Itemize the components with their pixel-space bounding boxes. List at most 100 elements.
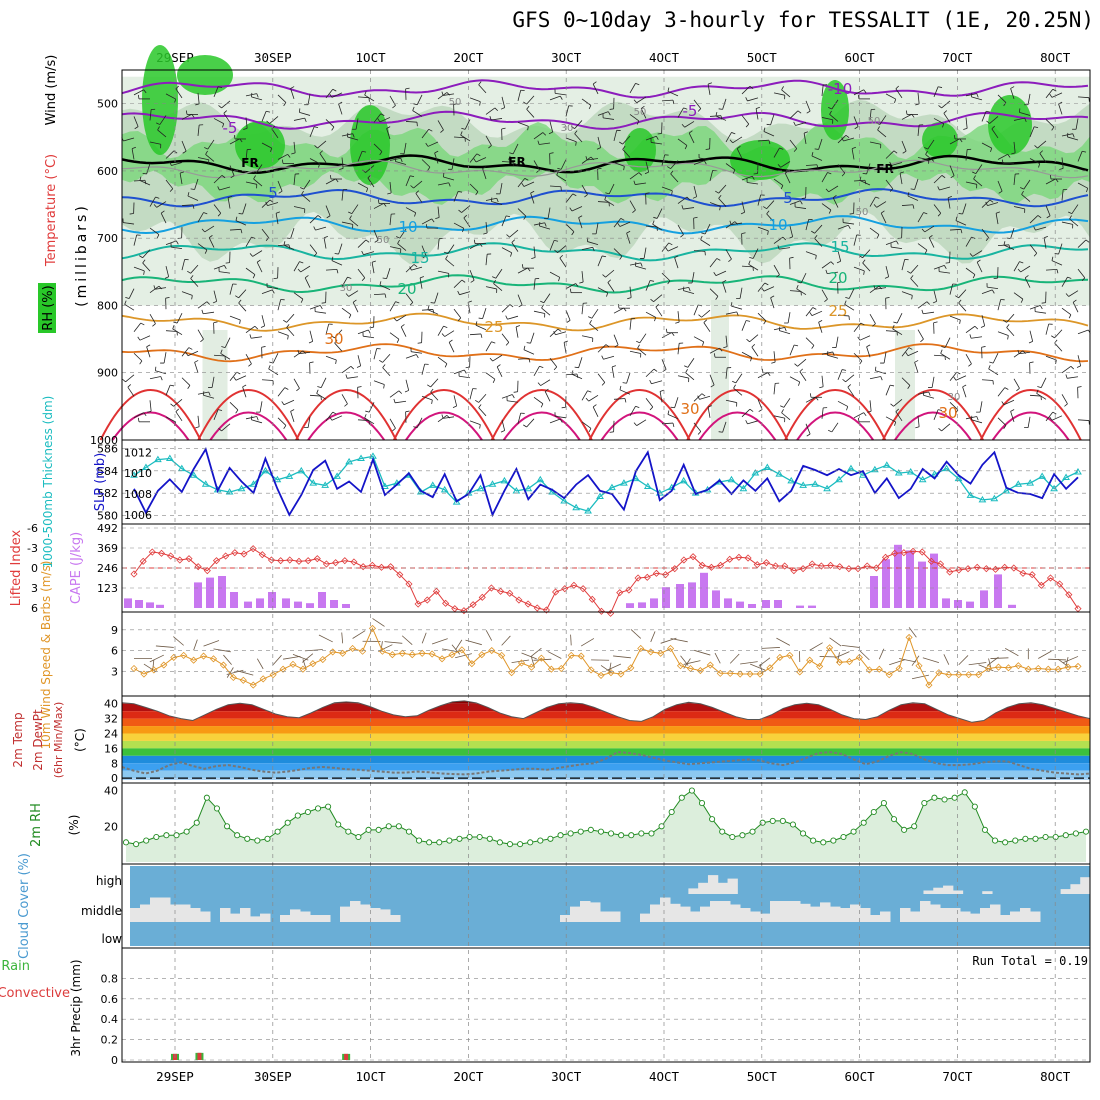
- thickness-marker: [787, 476, 796, 484]
- rh2m-marker: [981, 826, 988, 833]
- wind-barb-flag: [233, 376, 237, 381]
- wind-barb: [709, 374, 715, 386]
- cape-bar: [966, 601, 974, 608]
- wind-barb-flag: [313, 252, 318, 257]
- cloud-bar: [240, 908, 251, 922]
- wind-barb-flag: [431, 218, 435, 223]
- wind-barb: [1006, 313, 1015, 323]
- wind-barb-flag: [452, 405, 457, 408]
- lifted-index-marker: [139, 557, 147, 565]
- wind-barb: [933, 264, 945, 270]
- wind-barb-flag: [1020, 298, 1024, 303]
- x-label-bottom: 1OCT: [356, 1069, 387, 1084]
- wind-barb: [752, 248, 759, 259]
- wind-barb: [949, 371, 958, 382]
- wind-barb-flag: [811, 230, 815, 234]
- wind-barb: [763, 131, 775, 137]
- wind-barb: [131, 148, 135, 160]
- wind-barb-flag: [501, 127, 506, 130]
- wind-barb: [1045, 119, 1055, 128]
- wind10m-barb: [761, 647, 780, 649]
- wind-barb-flag: [271, 289, 275, 294]
- wind-barb: [229, 138, 240, 145]
- wind10m-barb: [236, 670, 254, 676]
- wind-barb: [770, 297, 775, 309]
- wind10m-marker: [418, 649, 426, 657]
- wind-barb: [1020, 265, 1031, 273]
- wind-barb: [814, 224, 823, 234]
- wind-barb-flag: [143, 412, 147, 417]
- wind-barb: [604, 199, 615, 206]
- lifted-index-marker: [689, 553, 697, 561]
- wind-barb: [667, 413, 679, 420]
- wind-barb: [478, 407, 487, 417]
- wind-barb: [637, 347, 647, 356]
- wind-barb-flag: [763, 127, 766, 132]
- wind-barb-flag: [829, 110, 832, 115]
- wind-barb-flag: [659, 389, 664, 392]
- wind-barb-flag: [1068, 314, 1072, 319]
- wind-barb: [252, 250, 263, 257]
- wind-barb: [331, 415, 343, 421]
- wind-barb: [430, 378, 439, 388]
- wind-barb: [645, 311, 656, 318]
- wind-barb-flag: [475, 399, 479, 403]
- wind-barb: [363, 251, 375, 256]
- wind-barb-flag: [697, 431, 702, 435]
- wind-barb: [629, 172, 640, 180]
- wind10m-marker: [517, 659, 526, 667]
- wind-barb-flag: [938, 86, 943, 88]
- rh-contour-label: 50: [868, 116, 881, 127]
- wind-barb-flag: [201, 309, 204, 314]
- wind-barb-flag: [475, 191, 479, 196]
- thickness-marker: [966, 491, 975, 498]
- lifted-index-marker: [753, 561, 761, 569]
- wind10m-marker: [567, 651, 575, 659]
- cape-bar: [662, 587, 670, 608]
- wind-barb: [507, 400, 519, 403]
- wind-barb-flag: [589, 319, 592, 324]
- wind-barb-flag: [283, 241, 286, 246]
- wind-barb: [203, 394, 215, 399]
- wind-barb: [482, 308, 487, 319]
- wind-barb-flag: [799, 200, 803, 205]
- wind-barb: [485, 286, 497, 290]
- wind-barb-flag: [684, 145, 688, 150]
- wind-barb-flag: [204, 249, 208, 254]
- wind-barb: [1023, 179, 1031, 190]
- wind-barb-flag: [748, 260, 751, 265]
- thickness-marker: [428, 481, 437, 488]
- wind-barb: [165, 240, 177, 245]
- cloud-bar: [130, 908, 141, 922]
- rh2m-label: 2m RH: [29, 803, 44, 847]
- y-tick-label: 0.2: [101, 1034, 119, 1047]
- wind-barb-flag: [863, 270, 865, 275]
- wind-barb-flag: [806, 433, 811, 437]
- wind-barb: [1077, 268, 1086, 279]
- lifted-index-marker: [927, 557, 935, 565]
- wind-barb: [405, 207, 416, 214]
- wind-barb-flag: [1076, 365, 1081, 368]
- wind10m-barb: [223, 654, 232, 665]
- wind-barb-flag: [857, 336, 861, 341]
- cape-bar: [882, 559, 890, 608]
- thickness-marker: [273, 475, 282, 483]
- temp-contour-label: 30: [938, 404, 957, 422]
- wind-barb-flag: [1024, 275, 1029, 279]
- wind-barb-flag: [937, 186, 940, 191]
- cloud-bar: [952, 890, 964, 894]
- lifted-index-marker: [203, 567, 211, 575]
- wind-barb: [389, 181, 392, 193]
- wind-barb: [581, 335, 593, 339]
- wind10m-barb: [729, 653, 740, 664]
- cloud-bar: [1070, 884, 1081, 894]
- wind-barb: [453, 191, 459, 202]
- wind-barb: [1013, 378, 1020, 389]
- wind-barb: [595, 223, 599, 234]
- wind-barb: [325, 411, 334, 422]
- wind-barb: [677, 138, 688, 146]
- wind-barb: [451, 158, 455, 170]
- thickness-marker: [727, 475, 736, 483]
- rh2m-marker: [143, 837, 150, 844]
- wind-barb: [757, 399, 763, 410]
